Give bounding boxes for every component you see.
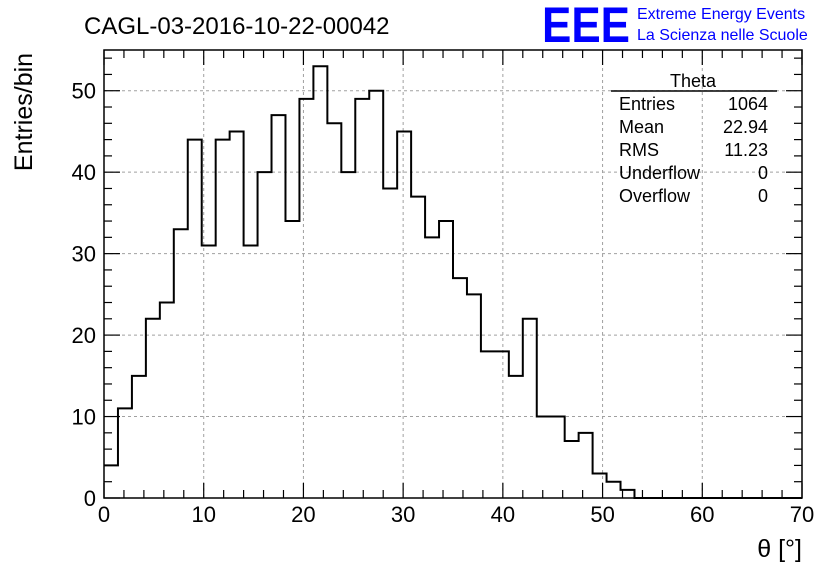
- histogram-bin: [439, 221, 453, 498]
- histogram-bin: [258, 172, 272, 498]
- histogram-bin: [341, 172, 355, 498]
- x-tick-label: 40: [491, 502, 515, 527]
- histogram-bin: [383, 188, 397, 498]
- x-axis-label: θ [°]: [757, 535, 802, 563]
- y-axis-label: Entries/bin: [10, 53, 38, 171]
- x-tick-label: 30: [391, 502, 415, 527]
- histogram-bin: [313, 66, 327, 498]
- histogram-bin: [174, 229, 188, 498]
- stats-mean-label: Mean: [619, 117, 664, 137]
- logo-line2: La Scienza nelle Scuole: [637, 27, 808, 44]
- histogram-bin: [425, 237, 439, 498]
- logo-mark: EEE: [542, 0, 630, 53]
- histogram-outline: [104, 65, 802, 499]
- stats-rms-value: 11.23: [724, 140, 768, 160]
- histogram-bin: [272, 115, 286, 498]
- x-tick-label: 70: [790, 502, 814, 527]
- chart-title: CAGL-03-2016-10-22-00042: [84, 13, 390, 40]
- stats-entries-label: Entries: [619, 94, 675, 114]
- y-tick-label: 50: [72, 79, 96, 104]
- histogram-bin: [593, 474, 607, 498]
- histogram-bin: [607, 482, 621, 498]
- x-tick-label: 0: [98, 502, 110, 527]
- x-tick-label: 50: [590, 502, 614, 527]
- y-tick-labels: 0 10 20 30 40 50: [72, 79, 96, 511]
- histogram-bin: [216, 140, 230, 498]
- histogram-bin: [411, 197, 425, 498]
- histogram-bin: [160, 303, 174, 498]
- stats-box: Theta Entries 1064 Mean 22.94 RMS 11.23 …: [611, 71, 777, 206]
- stats-underflow-value: 0: [758, 163, 768, 183]
- histogram-bin: [509, 376, 523, 498]
- histogram-bin: [537, 417, 551, 498]
- stats-overflow-label: Overflow: [619, 186, 691, 206]
- histogram-bin: [551, 417, 565, 498]
- histogram-bin: [299, 99, 313, 498]
- histogram-bin: [565, 441, 579, 498]
- y-tick-label: 0: [84, 486, 96, 511]
- stats-rms-label: RMS: [619, 140, 659, 160]
- x-tick-labels: 0 10 20 30 40 50 60 70: [98, 502, 814, 527]
- stats-title: Theta: [670, 71, 717, 91]
- y-tick-label: 20: [72, 323, 96, 348]
- histogram-layer: [104, 65, 802, 499]
- histogram-bin: [481, 351, 495, 498]
- histogram-bin: [146, 319, 160, 498]
- y-tick-label: 40: [72, 160, 96, 185]
- histogram-bin: [369, 91, 383, 498]
- plot-frame: [103, 49, 803, 499]
- logo-line1: Extreme Energy Events: [637, 6, 805, 23]
- y-tick-label: 30: [72, 242, 96, 267]
- x-tick-label: 10: [191, 502, 215, 527]
- stats-mean-value: 22.94: [723, 117, 768, 137]
- histogram-bin: [118, 408, 132, 498]
- stats-overflow-value: 0: [758, 186, 768, 206]
- histogram-bin: [453, 278, 467, 498]
- grid: [104, 50, 802, 498]
- plot-border: [103, 49, 803, 499]
- x-tick-label: 20: [291, 502, 315, 527]
- x-tick-label: 60: [690, 502, 714, 527]
- histogram-bin: [244, 245, 258, 498]
- histogram-bin: [327, 123, 341, 498]
- histogram-bin: [397, 131, 411, 498]
- histogram-bin: [188, 140, 202, 498]
- histogram-bin: [579, 433, 593, 498]
- y-tick-label: 10: [72, 405, 96, 430]
- histogram-bin: [467, 294, 481, 498]
- histogram-bin: [285, 221, 299, 498]
- histogram-bin: [523, 319, 537, 498]
- histogram-bin: [202, 245, 216, 498]
- histogram-bin: [355, 99, 369, 498]
- histogram-bin: [230, 131, 244, 498]
- axis-ticks: [103, 50, 803, 499]
- eee-logo: EEE Extreme Energy Events La Scienza nel…: [542, 0, 808, 53]
- histogram-bin: [495, 351, 509, 498]
- histogram-bin: [132, 376, 146, 498]
- stats-underflow-label: Underflow: [619, 163, 701, 183]
- stats-entries-value: 1064: [728, 94, 768, 114]
